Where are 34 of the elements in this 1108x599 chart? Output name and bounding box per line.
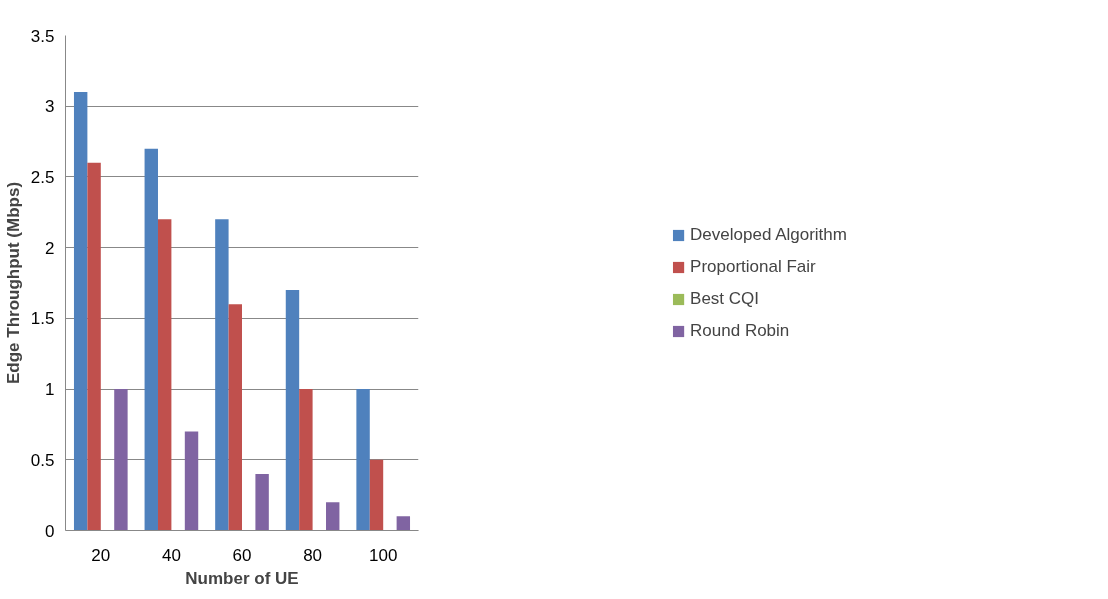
x-tick-label: 100 (369, 545, 398, 565)
y-tick-label: 2 (45, 238, 55, 258)
y-tick-label: 1.5 (30, 309, 55, 329)
x-tick-label: 80 (303, 545, 323, 565)
legend-label: Proportional Fair (690, 256, 816, 277)
bar (87, 162, 101, 531)
y-tick-label: 3 (45, 97, 55, 117)
bar (285, 290, 300, 531)
y-tick-label: 1 (45, 380, 55, 400)
bar (326, 502, 340, 531)
y-tick-label: 0 (45, 521, 55, 541)
bar (215, 219, 229, 531)
bar (396, 516, 411, 531)
y-tick-label: 3.5 (30, 26, 55, 46)
legend-label: Developed Algorithm (690, 224, 847, 245)
x-tick-label: 20 (91, 545, 111, 565)
bar (157, 219, 172, 531)
x-tick-label: 60 (232, 545, 252, 565)
bar (228, 304, 242, 531)
legend-label: Round Robin (690, 320, 790, 341)
y-tick-label: 0.5 (30, 450, 55, 470)
legend-label: Best CQI (690, 288, 760, 309)
bar (299, 389, 313, 531)
bar (114, 389, 128, 531)
bar (184, 431, 199, 531)
bar (369, 459, 384, 531)
y-axis-title: Edge Throughput (Mbps) (3, 181, 23, 385)
x-axis-title: Number of UE (185, 568, 299, 588)
x-tick-label: 40 (161, 545, 181, 565)
bar (144, 148, 158, 531)
bar (255, 473, 269, 531)
y-tick-label: 2.5 (30, 167, 55, 187)
bar (73, 92, 88, 531)
bar (356, 389, 370, 531)
